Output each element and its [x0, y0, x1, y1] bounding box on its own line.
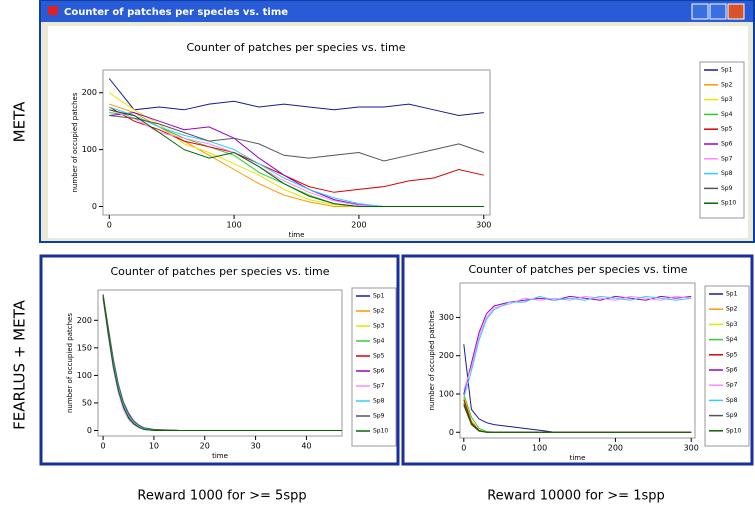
- y-tick-label: 100: [439, 389, 454, 398]
- y-tick-label: 100: [82, 145, 97, 154]
- legend-label: Sp9: [373, 413, 385, 420]
- legend-label: Sp5: [721, 126, 733, 133]
- legend-label: Sp1: [726, 291, 738, 298]
- legend-label: Sp1: [373, 293, 385, 300]
- chart-title: Counter of patches per species vs. time: [110, 265, 329, 278]
- legend-label: Sp8: [373, 398, 385, 405]
- legend-label: Sp1: [721, 67, 733, 74]
- legend-label: Sp6: [721, 141, 733, 148]
- y-tick-label: 50: [82, 398, 92, 407]
- x-tick-label: 300: [684, 444, 699, 453]
- y-axis-label: number of occupied patches: [428, 310, 436, 410]
- legend-label: Sp7: [726, 382, 738, 389]
- x-tick-label: 0: [101, 442, 106, 451]
- y-tick-label: 0: [449, 428, 454, 437]
- legend-label: Sp2: [721, 81, 733, 88]
- window-title: Counter of patches per species vs. time: [64, 7, 288, 18]
- x-tick-label: 0: [461, 444, 466, 453]
- x-tick-label: 300: [476, 221, 491, 230]
- caption: Reward 1000 for >= 5spp: [137, 489, 306, 504]
- legend-label: Sp8: [721, 170, 733, 177]
- figure: Counter of patches per species vs. time …: [0, 0, 755, 507]
- window-icon: [48, 6, 58, 15]
- y-tick-label: 100: [77, 371, 92, 380]
- x-tick-label: 20: [200, 442, 210, 451]
- legend-label: Sp4: [726, 336, 738, 343]
- legend-label: Sp7: [373, 383, 385, 390]
- legend-label: Sp9: [726, 412, 738, 419]
- legend-label: Sp3: [721, 96, 733, 103]
- legend-label: Sp3: [726, 321, 738, 328]
- row-label: META: [11, 101, 29, 142]
- x-tick-label: 40: [301, 442, 311, 451]
- legend-label: Sp9: [721, 185, 733, 192]
- y-tick-label: 200: [439, 351, 454, 360]
- y-tick-label: 150: [77, 343, 92, 352]
- legend-label: Sp5: [726, 351, 738, 358]
- legend-label: Sp4: [373, 338, 385, 345]
- legend-label: Sp7: [721, 155, 733, 162]
- x-tick-label: 200: [351, 221, 366, 230]
- y-tick-label: 200: [82, 88, 97, 97]
- y-tick-label: 0: [92, 202, 97, 211]
- x-axis-label: time: [289, 231, 305, 239]
- y-tick-label: 0: [87, 426, 92, 435]
- legend-label: Sp2: [373, 308, 385, 315]
- legend-label: Sp6: [726, 367, 738, 374]
- caption: Reward 10000 for >= 1spp: [487, 489, 665, 504]
- x-axis-label: time: [212, 452, 228, 460]
- legend-label: Sp10: [726, 427, 741, 434]
- x-tick-label: 100: [226, 221, 241, 230]
- close-button[interactable]: [728, 4, 744, 19]
- x-tick-label: 0: [107, 221, 112, 230]
- legend-label: Sp2: [726, 306, 738, 313]
- x-tick-label: 30: [250, 442, 260, 451]
- minimize-button[interactable]: [692, 4, 708, 19]
- chart-panel: [41, 256, 398, 464]
- y-tick-label: 300: [439, 313, 454, 322]
- legend-label: Sp10: [721, 200, 736, 207]
- chart-title: Counter of patches per species vs. time: [186, 41, 405, 54]
- x-tick-label: 200: [608, 444, 623, 453]
- legend-label: Sp5: [373, 353, 385, 360]
- x-axis-label: time: [570, 454, 586, 462]
- x-tick-label: 10: [149, 442, 159, 451]
- x-tick-label: 100: [532, 444, 547, 453]
- legend-label: Sp8: [726, 397, 738, 404]
- row-label: FEARLUS + META: [11, 299, 29, 429]
- legend-label: Sp4: [721, 111, 733, 118]
- maximize-button[interactable]: [710, 4, 726, 19]
- legend-label: Sp6: [373, 368, 385, 375]
- legend-label: Sp10: [373, 428, 388, 435]
- y-axis-label: number of occupied patches: [66, 313, 74, 413]
- y-tick-label: 200: [77, 316, 92, 325]
- chart-title: Counter of patches per species vs. time: [468, 263, 687, 276]
- y-axis-label: number of occupied patches: [71, 92, 79, 192]
- legend-label: Sp3: [373, 323, 385, 330]
